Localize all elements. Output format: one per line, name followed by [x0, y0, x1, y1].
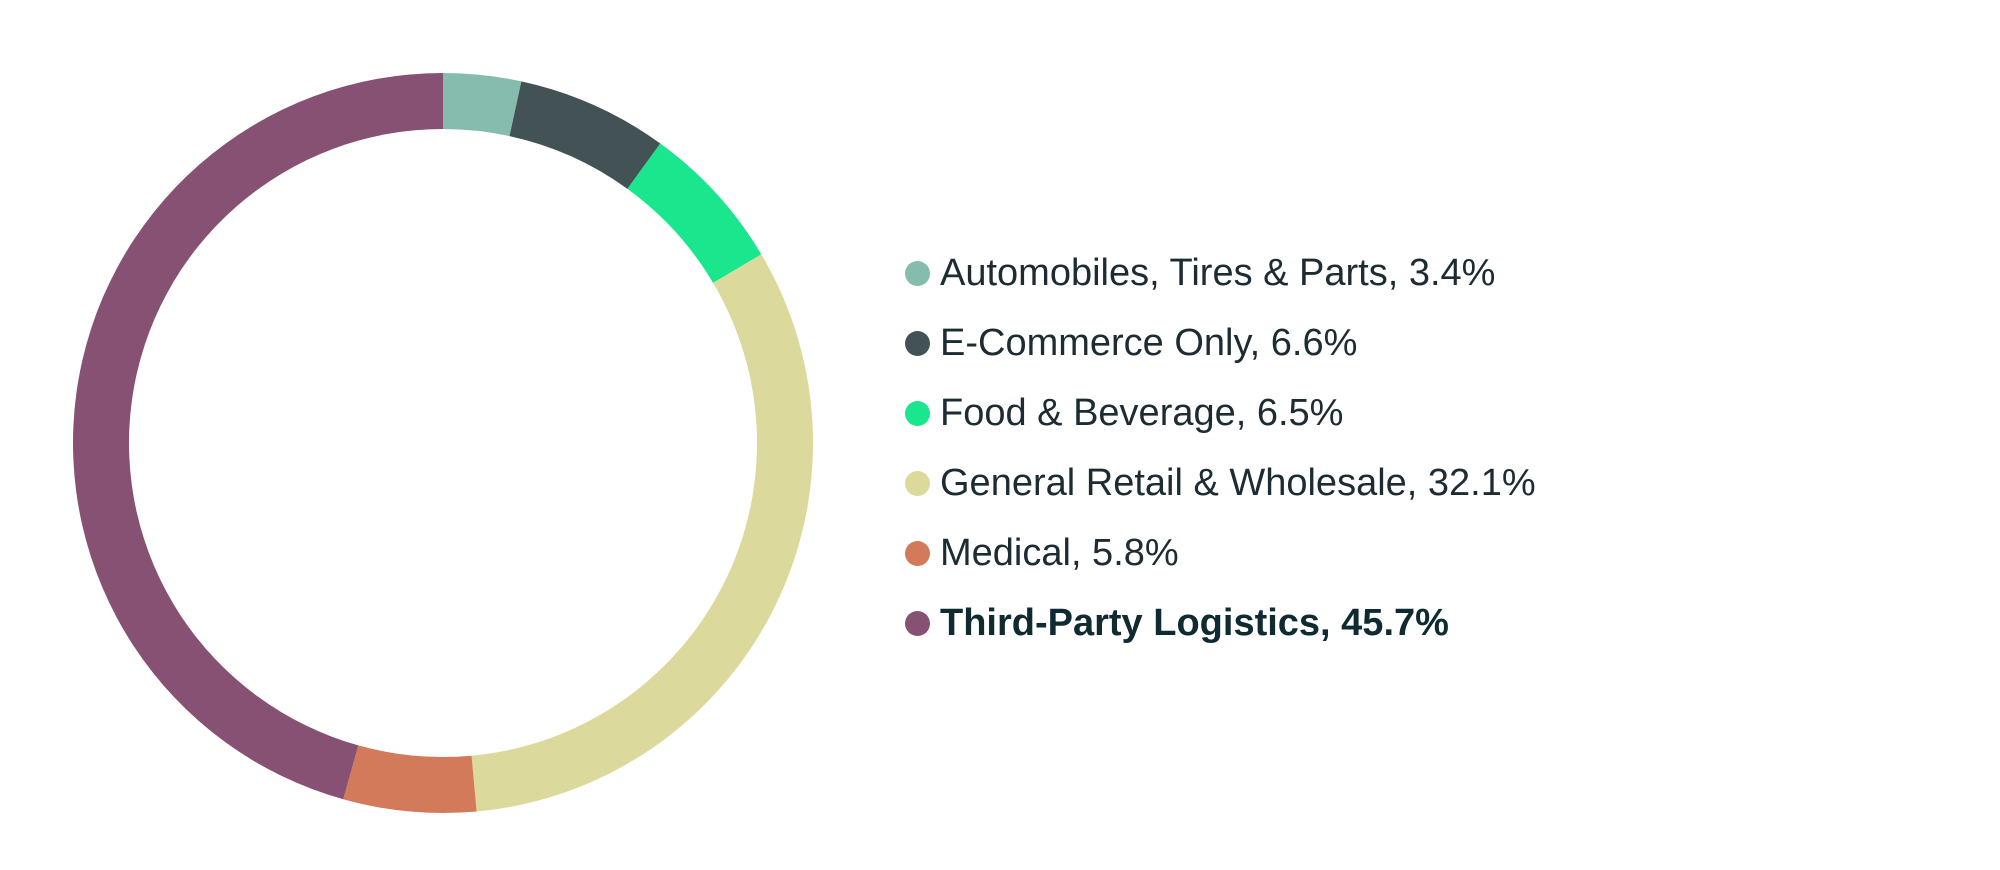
- legend-swatch: [905, 470, 930, 496]
- legend-swatch: [905, 540, 930, 566]
- donut-svg: [73, 73, 813, 813]
- chart-legend: Automobiles, Tires & Parts, 3.4% E-Commer…: [905, 238, 1536, 658]
- legend-label: Automobiles, Tires & Parts, 3.4%: [940, 251, 1496, 294]
- donut-slice-4: [471, 254, 813, 812]
- legend-swatch: [905, 400, 930, 426]
- donut-slice-3: [627, 143, 762, 283]
- legend-label: General Retail & Wholesale, 32.1%: [940, 461, 1536, 504]
- legend-item: Food & Beverage, 6.5%: [905, 378, 1536, 448]
- legend-label: E-Commerce Only, 6.6%: [940, 321, 1358, 364]
- legend-label: Medical, 5.8%: [940, 531, 1179, 574]
- legend-swatch: [905, 330, 930, 356]
- legend-label: Food & Beverage, 6.5%: [940, 391, 1344, 434]
- legend-label: Third-Party Logistics, 45.7%: [940, 601, 1449, 644]
- legend-item: Third-Party Logistics, 45.7%: [905, 588, 1536, 658]
- donut-slice-6: [73, 73, 443, 800]
- legend-item: Medical, 5.8%: [905, 518, 1536, 588]
- donut-slice-2: [509, 81, 661, 189]
- legend-item: E-Commerce Only, 6.6%: [905, 308, 1536, 378]
- donut-slice-5: [343, 745, 477, 813]
- legend-swatch: [905, 610, 930, 636]
- donut-slice-1: [443, 73, 522, 137]
- legend-swatch: [905, 260, 930, 286]
- legend-item: Automobiles, Tires & Parts, 3.4%: [905, 238, 1536, 308]
- legend-item: General Retail & Wholesale, 32.1%: [905, 448, 1536, 518]
